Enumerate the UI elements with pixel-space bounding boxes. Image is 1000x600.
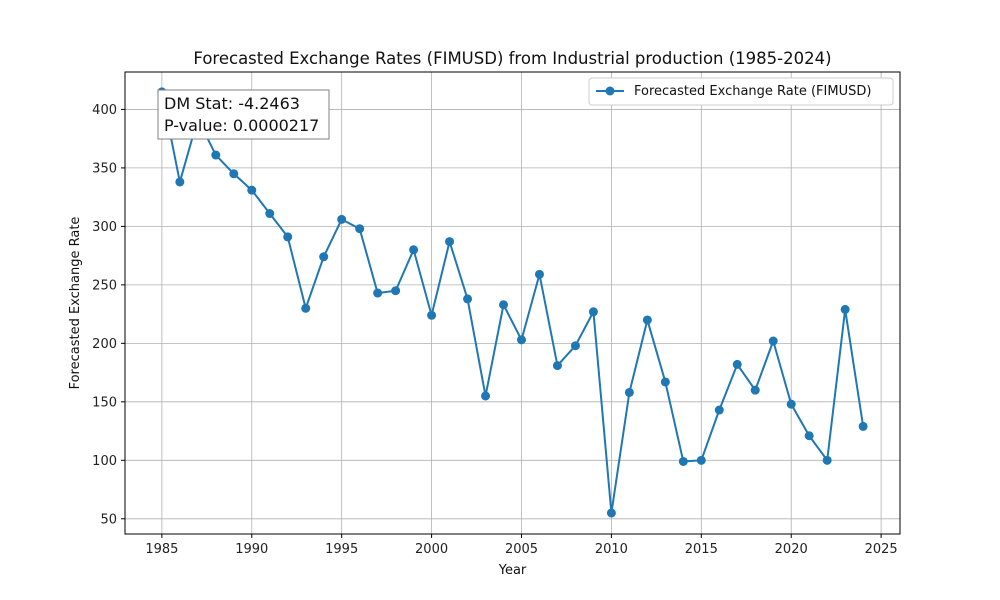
data-point [804,431,814,441]
chart-title: Forecasted Exchange Rates (FIMUSD) from … [193,49,831,68]
data-point [588,307,598,317]
data-point [714,405,724,415]
series-line [160,91,865,514]
data-point [840,304,850,314]
data-point [858,421,868,431]
data-point [499,300,509,310]
data-point [624,387,634,397]
data-point [445,237,455,247]
data-point [211,150,221,160]
y-tick-label: 300 [92,220,117,235]
data-point [642,315,652,325]
data-point [660,377,670,387]
data-point [427,310,437,320]
dm-stat-text: DM Stat: -4.2463 [164,94,300,113]
data-point [481,391,491,401]
plot-frame [124,71,901,535]
data-point [786,399,796,409]
y-tick-label: 350 [92,161,117,176]
x-tick-label: 2025 [865,542,898,557]
x-tick-label: 2020 [775,542,808,557]
stats-annotation: DM Stat: -4.2463 P-value: 0.0000217 [157,89,330,140]
series-layer [157,87,868,518]
data-point [516,335,526,345]
legend-box [588,77,894,106]
x-tick-label: 2005 [505,542,538,557]
data-point [283,232,293,242]
data-point [822,455,832,465]
data-point [247,185,257,195]
data-point [463,294,473,304]
axes: 1985 1990 1995 2000 2005 2010 2015 2020 2025 50 10… [92,103,897,557]
data-point [552,361,562,371]
x-tick-label: 1985 [145,542,178,557]
x-tick-label: 2000 [415,542,448,557]
data-point [678,456,688,466]
data-point [265,209,275,219]
legend: Forecasted Exchange Rate (FIMUSD) [588,77,894,106]
x-tick-label: 2010 [595,542,628,557]
data-point [696,455,706,465]
data-point [175,177,185,187]
y-tick-label: 100 [92,454,117,469]
x-axis-label: Year [498,563,527,578]
p-value-text: P-value: 0.0000217 [164,116,319,135]
y-axis-label: Forecasted Exchange Rate [68,217,83,390]
x-tick-label: 1995 [325,542,358,557]
data-point [301,303,311,313]
y-tick-label: 150 [92,395,117,410]
data-point [732,359,742,369]
data-point [534,269,544,279]
x-tick-label: 2015 [685,542,718,557]
data-point [570,341,580,351]
data-point [373,288,383,298]
data-point [606,508,616,518]
data-point [355,224,365,234]
data-point [391,286,401,296]
y-tick-label: 400 [92,103,117,118]
legend-marker-swatch [605,86,615,96]
x-tick-label: 1990 [235,542,268,557]
y-tick-label: 200 [92,337,117,352]
data-point [229,169,239,179]
data-point [750,385,760,395]
data-point [409,245,419,255]
annotation-box [157,89,330,140]
y-tick-label: 250 [92,278,117,293]
data-point [337,214,347,224]
data-point [319,252,329,262]
y-tick-label: 50 [100,512,117,527]
grid [125,72,900,534]
data-point [768,336,778,346]
legend-label: Forecasted Exchange Rate (FIMUSD) [634,84,871,99]
